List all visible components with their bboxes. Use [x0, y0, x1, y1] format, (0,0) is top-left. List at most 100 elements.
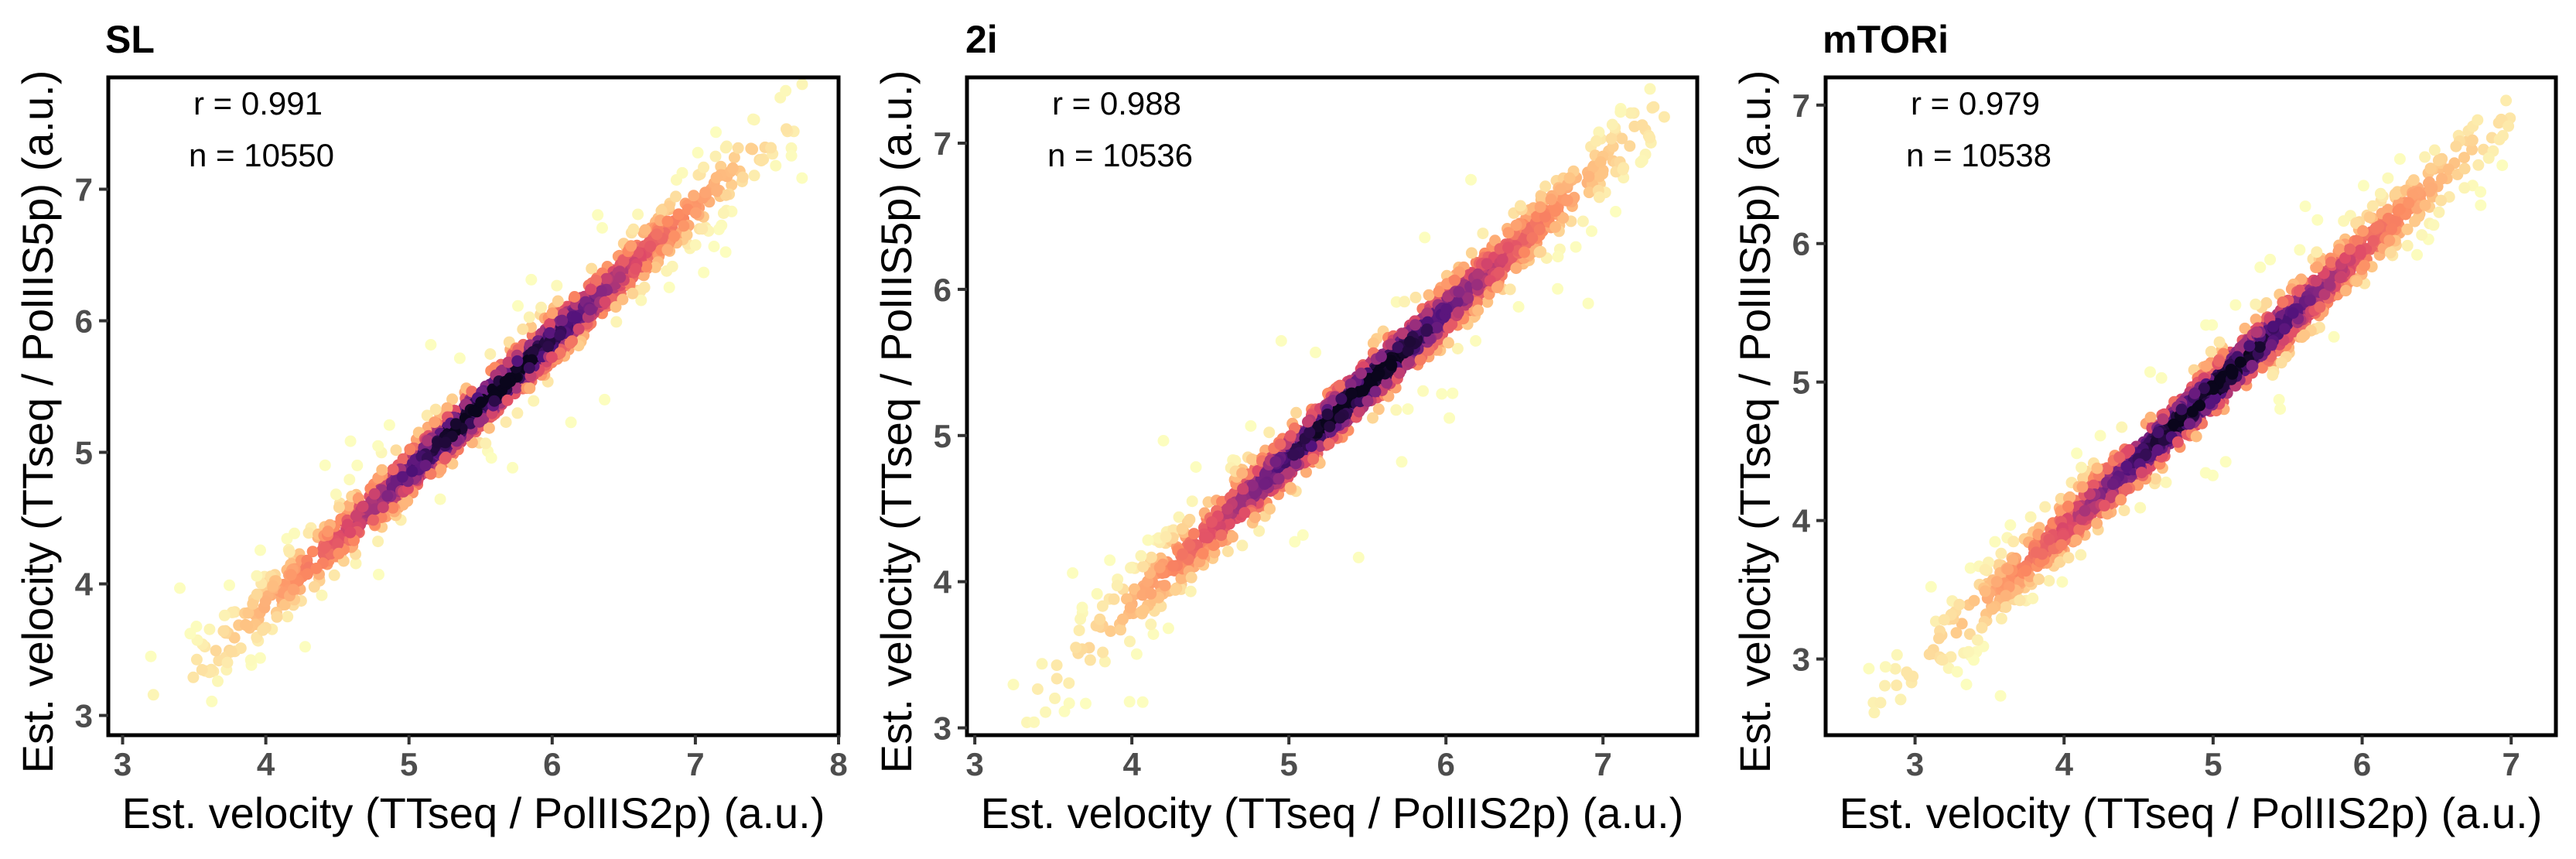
data-point — [2424, 183, 2437, 195]
data-point — [651, 228, 663, 241]
data-point — [590, 274, 603, 286]
data-point — [556, 314, 569, 327]
data-point — [1051, 659, 1063, 672]
data-point — [1963, 645, 1975, 658]
data-point — [710, 126, 722, 139]
data-point — [689, 239, 702, 252]
data-point — [2094, 430, 2106, 442]
data-point — [224, 579, 235, 591]
data-point — [1390, 404, 1402, 416]
data-point — [552, 295, 564, 307]
data-point — [488, 395, 501, 407]
data-point — [2363, 211, 2376, 224]
data-point — [1137, 560, 1150, 573]
data-point — [1303, 426, 1316, 439]
data-point — [1868, 707, 1881, 719]
data-point — [1160, 531, 1172, 543]
data-point — [1169, 584, 1181, 596]
x-tick-label: 7 — [1594, 746, 1612, 782]
data-point — [187, 671, 200, 683]
data-point — [1070, 642, 1082, 654]
data-point — [670, 190, 682, 203]
data-point — [1124, 635, 1136, 648]
data-point — [726, 162, 739, 174]
data-point — [666, 260, 678, 272]
data-point — [1976, 621, 1988, 634]
data-point — [1076, 601, 1088, 614]
data-point — [544, 327, 556, 339]
data-point — [1357, 385, 1369, 397]
data-point — [1145, 551, 1157, 563]
data-point — [1448, 274, 1461, 286]
data-point — [2275, 357, 2287, 369]
data-point — [2497, 130, 2509, 142]
count-label: n = 10536 — [1047, 137, 1193, 173]
data-point — [511, 355, 524, 368]
data-point — [2070, 534, 2082, 546]
data-point — [1028, 716, 1040, 728]
data-point — [1074, 613, 1087, 625]
data-point — [625, 240, 637, 252]
data-point — [310, 563, 323, 574]
data-point — [1409, 291, 1422, 303]
data-point — [1436, 388, 1448, 400]
data-point — [1297, 529, 1309, 541]
data-point — [1221, 503, 1234, 515]
data-point — [551, 279, 563, 292]
data-point — [1625, 107, 1637, 119]
data-point — [387, 464, 399, 476]
data-point — [1274, 438, 1286, 450]
data-point — [1040, 706, 1052, 718]
data-point — [1644, 132, 1656, 144]
data-point — [1493, 266, 1505, 279]
data-point — [627, 223, 640, 235]
data-point — [1502, 227, 1515, 239]
data-point — [2382, 172, 2394, 184]
data-point — [732, 142, 744, 154]
y-tick-label: 6 — [934, 272, 951, 308]
data-point — [350, 510, 362, 522]
y-axis-title: Est. velocity (TTseq / PolIIS5p) (a.u.) — [872, 70, 921, 774]
data-point — [1624, 140, 1636, 152]
data-point — [712, 223, 725, 235]
data-point — [1658, 111, 1670, 123]
data-point — [1159, 580, 1171, 592]
data-point — [271, 611, 283, 623]
data-point — [2383, 234, 2396, 247]
data-point — [595, 285, 607, 297]
data-point — [278, 598, 291, 611]
data-point — [1404, 336, 1416, 347]
data-point — [376, 464, 388, 476]
data-point — [2229, 299, 2242, 311]
data-point — [1049, 692, 1061, 704]
data-point — [1098, 655, 1111, 668]
data-point — [480, 437, 492, 450]
data-point — [1925, 580, 1937, 593]
data-point — [422, 434, 434, 447]
y-tick-label: 6 — [75, 303, 93, 340]
data-point — [1402, 403, 1414, 416]
data-point — [210, 645, 222, 657]
data-point — [1205, 516, 1218, 529]
data-point — [2071, 447, 2083, 460]
data-point — [2299, 200, 2311, 213]
data-point — [1561, 194, 1573, 207]
data-point — [592, 209, 604, 221]
data-point — [1307, 453, 1320, 465]
data-point — [241, 620, 254, 632]
data-point — [610, 301, 622, 313]
data-point — [401, 495, 414, 507]
data-point — [301, 568, 313, 580]
data-point — [244, 654, 257, 666]
data-point — [747, 113, 759, 125]
data-point — [429, 403, 442, 416]
data-point — [2407, 174, 2420, 187]
data-points — [1863, 94, 2516, 719]
data-point — [1593, 126, 1605, 139]
data-point — [1372, 403, 1385, 416]
data-point — [1121, 593, 1133, 605]
data-point — [1105, 625, 1117, 638]
data-point — [1036, 658, 1048, 670]
x-tick-label: 3 — [965, 746, 983, 782]
